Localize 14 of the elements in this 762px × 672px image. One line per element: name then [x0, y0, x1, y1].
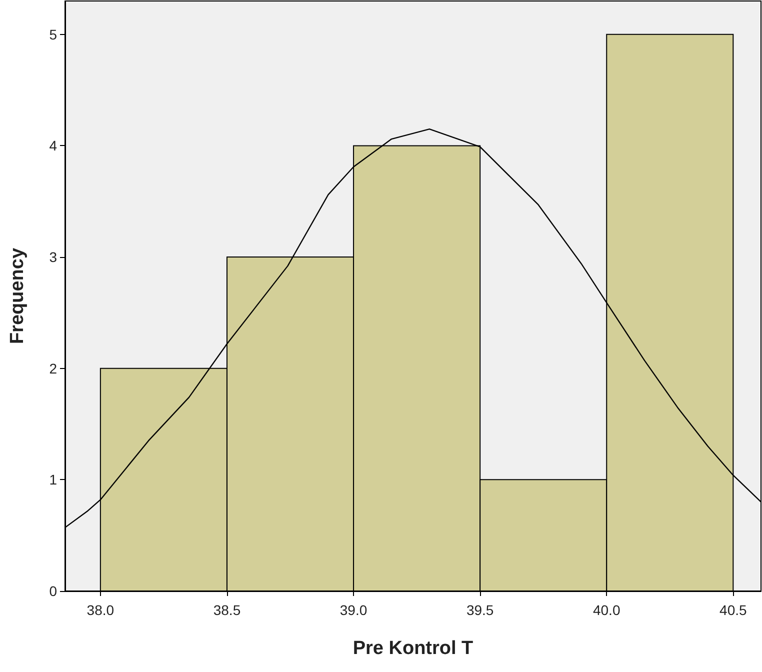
x-tick-label: 38.0 [86, 602, 114, 618]
y-tick-label: 5 [49, 26, 58, 42]
x-tick-label: 40.5 [720, 602, 747, 618]
x-tick-label: 40.0 [592, 602, 620, 618]
x-tick-label: 39.5 [466, 602, 494, 618]
y-tick-label: 2 [49, 360, 58, 376]
y-tick-label: 4 [49, 138, 58, 154]
y-axis-title: Frequency [7, 248, 28, 344]
y-tick-label: 3 [49, 249, 58, 266]
x-axis-title: Pre Kontrol T [352, 638, 474, 659]
y-tick-label: 1 [49, 472, 58, 488]
y-tick-label: 0 [49, 583, 58, 599]
x-tick-label: 38.5 [213, 602, 241, 618]
x-tick-label: 39.0 [340, 602, 368, 618]
